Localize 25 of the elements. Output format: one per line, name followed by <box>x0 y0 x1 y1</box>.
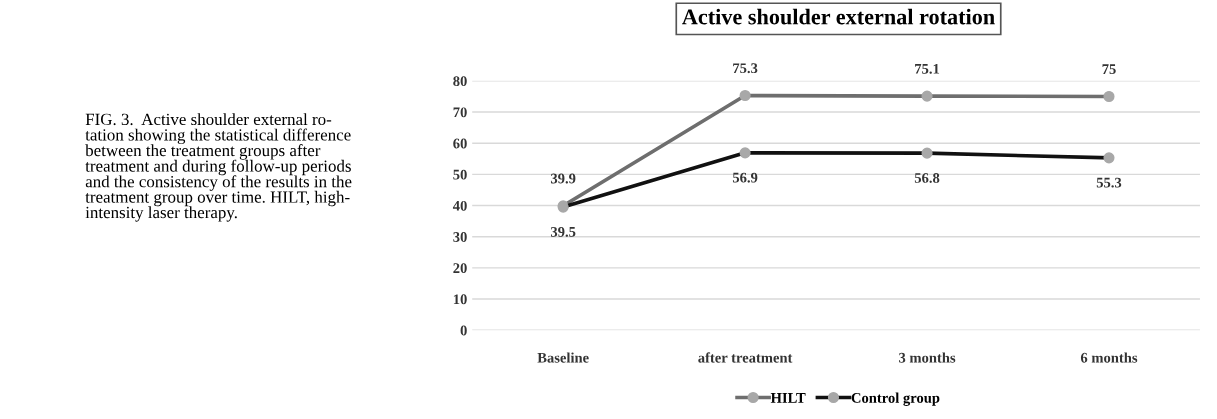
legend-label: HILT <box>770 393 806 403</box>
x-tick-label: 6 months <box>1080 352 1138 363</box>
y-tick-label: 30 <box>453 232 467 242</box>
data-label: 56.8 <box>914 173 940 183</box>
y-tick-label: 0 <box>460 325 467 336</box>
data-label: 39.5 <box>550 226 576 237</box>
data-label: 75 <box>1102 64 1116 75</box>
y-tick-label: 20 <box>453 263 467 274</box>
chart-title: Active shoulder external rotation <box>682 8 995 25</box>
data-label: 55.3 <box>1096 177 1122 188</box>
data-label: 75.3 <box>733 63 758 74</box>
x-tick-label: 3 months <box>899 352 956 363</box>
y-tick-label: 80 <box>453 76 467 87</box>
data-label: 56.9 <box>732 172 758 183</box>
data-label: 39.9 <box>550 173 576 184</box>
caption: FIG. 3. Active shoulder external ro- tation showing the statistical difference between the treatment groups after treatment and during follow-up periods and the consistency of the results in the treatment group over time. HILT, high- intensity laser therapy. <box>85 113 352 222</box>
y-tick-label: 70 <box>453 107 467 118</box>
y-tick-label: 10 <box>453 294 467 305</box>
x-tick-label: after treatment <box>698 352 793 363</box>
y-tick-label: 60 <box>453 138 467 149</box>
y-tick-label: 40 <box>452 200 467 211</box>
legend-label: Control group <box>851 392 940 406</box>
data-label: 75.1 <box>915 63 940 74</box>
y-tick-label: 50 <box>453 169 467 180</box>
x-tick-label: Baseline <box>537 352 589 363</box>
